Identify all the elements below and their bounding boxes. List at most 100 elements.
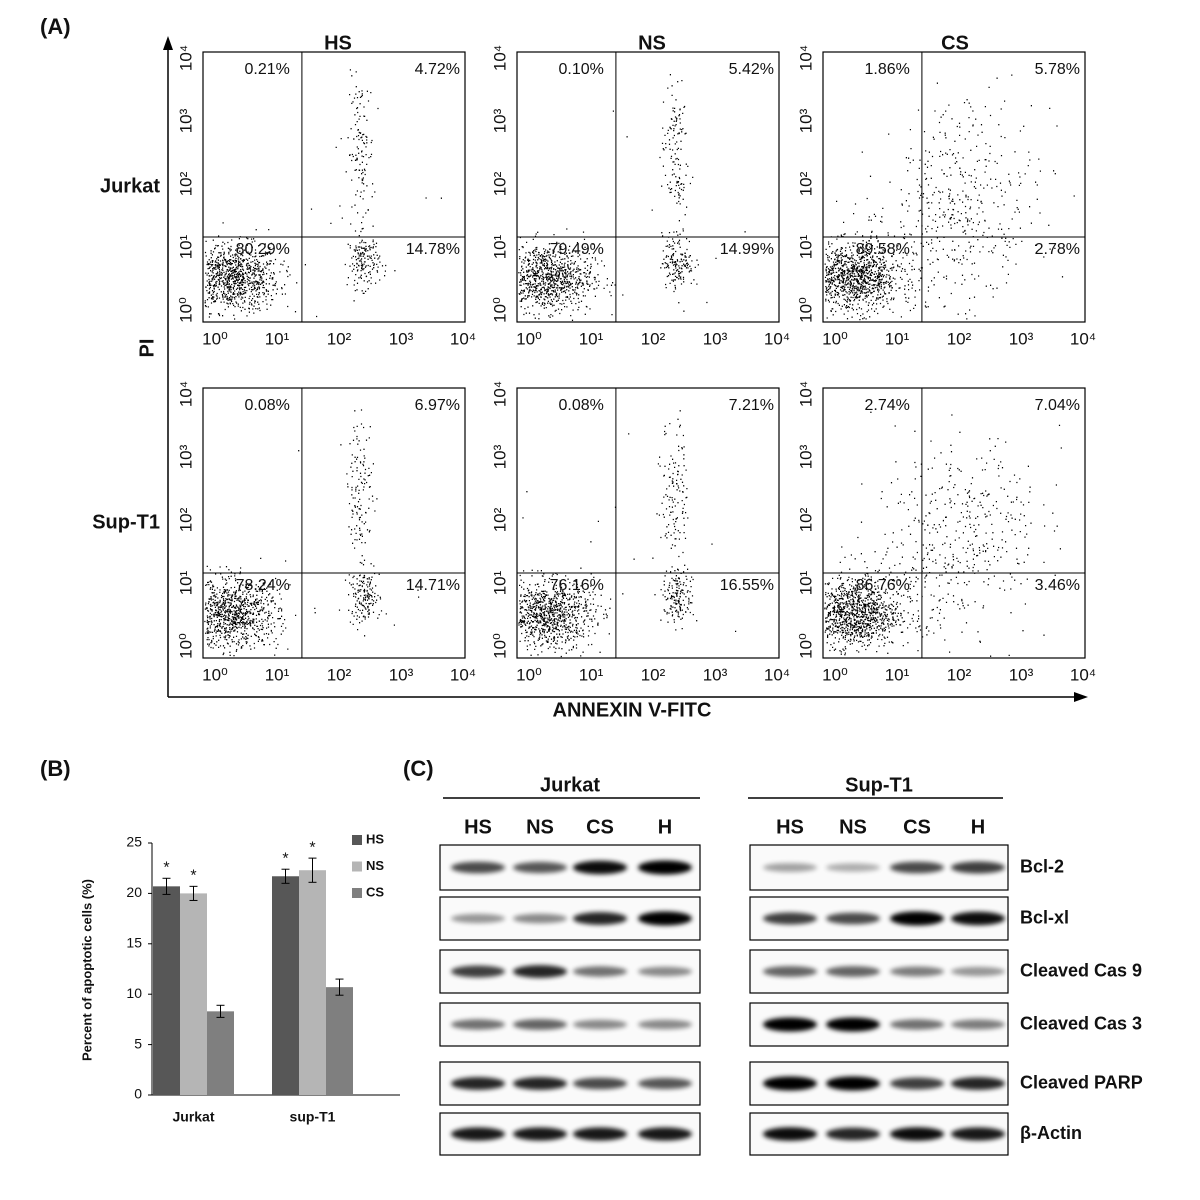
plot-frame (516, 51, 780, 323)
y-tick-label: 10¹ (796, 570, 815, 595)
blot-band (763, 1017, 817, 1032)
x-tick-label: 10⁴ (450, 329, 476, 348)
x-tick-label: 10⁰ (202, 329, 228, 348)
y-tick-label: 10⁰ (796, 633, 815, 659)
plot-frame (516, 387, 780, 659)
x-tick-label: 10³ (1009, 665, 1034, 684)
blot-strip (749, 949, 1009, 994)
protein-label: Bcl-2 (1020, 856, 1064, 876)
y-tick-label: 10² (490, 171, 509, 196)
quadrant-percent: 0.21% (245, 61, 290, 78)
y-tick-label: 10¹ (176, 234, 195, 259)
bar (207, 1011, 234, 1095)
quadrant-percent: 0.08% (245, 397, 290, 414)
lane-label: NS (839, 816, 867, 838)
blot-band (513, 1127, 567, 1141)
bar (153, 886, 180, 1095)
blot-band (763, 1127, 817, 1141)
arrow-head (163, 36, 173, 50)
cell-dots (824, 74, 1075, 321)
quadrant-percent: 2.74% (865, 397, 910, 414)
blot-strip (749, 896, 1009, 941)
blot-band (513, 965, 567, 978)
quadrant-percent: 1.86% (865, 61, 910, 78)
blot-strip (439, 896, 701, 941)
arrow-head (1074, 692, 1088, 702)
blot-strip (439, 1061, 701, 1106)
y-tick-label: 10³ (490, 444, 509, 469)
quadrant-percent: 4.72% (415, 61, 460, 78)
blot-band (890, 861, 944, 874)
x-tick-label: 10³ (1009, 329, 1034, 348)
error-bar (308, 857, 317, 883)
blot-band (951, 911, 1005, 926)
y-tick-label: 10² (176, 171, 195, 196)
quadrant-percent: 0.08% (559, 397, 604, 414)
plot-frame (202, 51, 466, 323)
y-tick-label: 10⁴ (490, 45, 509, 71)
blot-band (826, 966, 880, 977)
y-tick-label: 5 (134, 1035, 142, 1051)
group-label: Sup-T1 (845, 774, 913, 796)
protein-label: Bcl-xl (1020, 907, 1069, 927)
panel-label: (C) (403, 756, 434, 781)
protein-label: β-Actin (1020, 1123, 1082, 1143)
cell-dots (824, 411, 1062, 657)
legend-swatch (352, 835, 362, 845)
blot-band (951, 1077, 1005, 1090)
row-label: Jurkat (100, 175, 160, 197)
y-tick-label: 10¹ (490, 570, 509, 595)
blot-band (951, 1019, 1005, 1030)
blot-band (826, 912, 880, 925)
group-label: Jurkat (540, 774, 600, 796)
blot-strip (439, 1002, 701, 1047)
bar (299, 870, 326, 1095)
x-tick-label: 10² (641, 329, 666, 348)
blot-strip (749, 1112, 1009, 1156)
blot-band (573, 1019, 627, 1030)
legend-swatch (352, 888, 362, 898)
quadrant-percent: 80.29% (236, 241, 290, 258)
x-tick-label: 10⁴ (1070, 329, 1096, 348)
y-tick-label: 10³ (796, 108, 815, 133)
blot-band (826, 1076, 880, 1091)
flow-plot: 2.74% 7.04% 86.76% 3.46% 10⁰ 10⁰ 10¹ 10¹ 10² 10² 1… (796, 381, 1096, 685)
x-tick-label: 10³ (389, 665, 414, 684)
legend-label: NS (366, 858, 384, 873)
x-tick-label: 10² (327, 665, 352, 684)
x-tick-label: 10² (947, 329, 972, 348)
lane-label: CS (586, 816, 614, 838)
significance: * (282, 850, 288, 867)
legend-label: HS (366, 831, 384, 846)
y-tick-label: 10⁴ (796, 381, 815, 407)
significance: * (190, 868, 196, 885)
blot-strip (439, 1112, 701, 1156)
y-tick-label: 10⁰ (176, 633, 195, 659)
blot-band (890, 966, 944, 977)
blot-band (451, 1077, 505, 1090)
x-axis-label: ANNEXIN V-FITC (553, 699, 712, 721)
blot-band (638, 1127, 692, 1141)
flow-plot: 0.10% 5.42% 79.49% 14.99% 10⁰ 10⁰ 10¹ 10¹ 10² 10²… (490, 45, 790, 349)
quadrant-percent: 14.71% (406, 577, 460, 594)
x-tick-label: 10³ (703, 665, 728, 684)
y-tick-label: 10¹ (796, 234, 815, 259)
blot-strip (749, 1002, 1009, 1047)
y-tick-label: 10³ (176, 108, 195, 133)
y-tick-label: 25 (126, 834, 142, 850)
blot-band (573, 1077, 627, 1090)
y-axis-label: PI (136, 339, 158, 358)
lane-label: HS (776, 816, 804, 838)
y-tick-label: 10 (126, 985, 142, 1001)
legend-swatch (352, 861, 362, 872)
blot-band (826, 863, 880, 872)
quadrant-percent: 5.42% (729, 61, 774, 78)
y-tick-label: 10⁴ (490, 381, 509, 407)
blot-band (826, 1127, 880, 1141)
flow-plot: 0.21% 4.72% 80.29% 14.78% 10⁰ 10⁰ 10¹ 10¹ 10² 10²… (176, 45, 476, 349)
quadrant-percent: 14.78% (406, 241, 460, 258)
y-tick-label: 10³ (176, 444, 195, 469)
blot-band (638, 966, 692, 977)
panel-label: (A) (40, 14, 71, 39)
blot-band (951, 1127, 1005, 1141)
